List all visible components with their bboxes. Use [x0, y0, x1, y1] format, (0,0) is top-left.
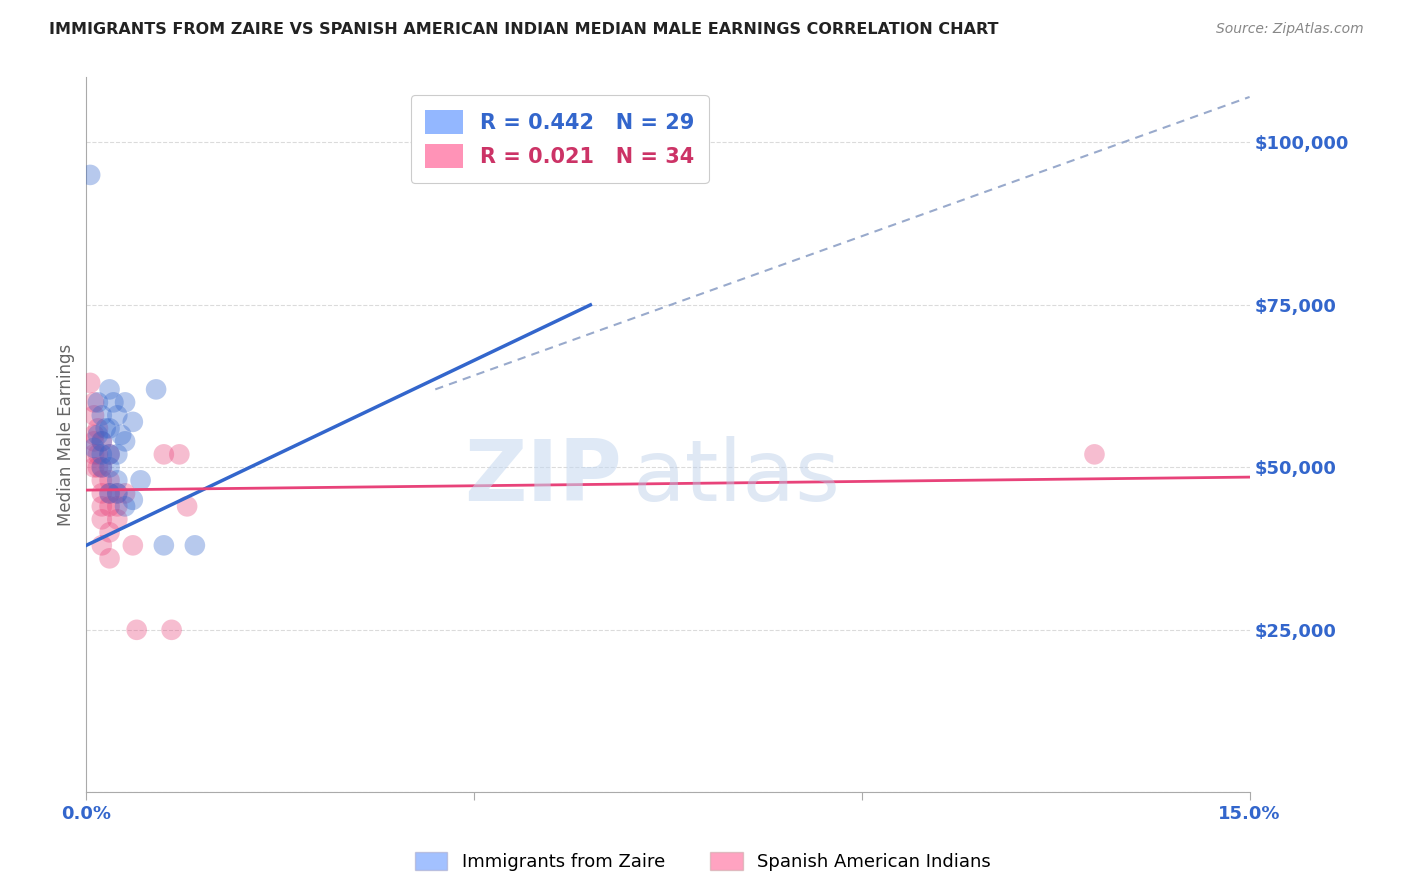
Text: Source: ZipAtlas.com: Source: ZipAtlas.com — [1216, 22, 1364, 37]
Point — [105, 409, 128, 423]
Point — [98, 421, 121, 435]
Point — [90, 409, 112, 423]
Point — [90, 447, 112, 461]
Point — [129, 474, 152, 488]
Point — [90, 486, 112, 500]
Point — [83, 447, 105, 461]
Point — [98, 486, 121, 500]
Legend: R = 0.442   N = 29, R = 0.021   N = 34: R = 0.442 N = 29, R = 0.021 N = 34 — [411, 95, 709, 183]
Point — [83, 441, 105, 455]
Point — [87, 460, 110, 475]
Point — [90, 434, 112, 449]
Point — [83, 460, 105, 475]
Point — [105, 500, 128, 514]
Point — [98, 447, 121, 461]
Point — [105, 474, 128, 488]
Point — [114, 395, 136, 409]
Point — [98, 525, 121, 540]
Text: ZIP: ZIP — [464, 436, 621, 519]
Point — [153, 447, 176, 461]
Text: atlas: atlas — [633, 436, 841, 519]
Point — [184, 538, 207, 552]
Point — [98, 500, 121, 514]
Legend: Immigrants from Zaire, Spanish American Indians: Immigrants from Zaire, Spanish American … — [408, 845, 998, 879]
Point — [98, 447, 121, 461]
Point — [87, 447, 110, 461]
Point — [87, 428, 110, 442]
Point — [90, 474, 112, 488]
Point — [90, 538, 112, 552]
Point — [83, 409, 105, 423]
Point — [121, 492, 143, 507]
Point — [90, 500, 112, 514]
Point — [114, 434, 136, 449]
Point — [105, 512, 128, 526]
Point — [98, 383, 121, 397]
Point — [83, 428, 105, 442]
Point — [87, 395, 110, 409]
Point — [79, 168, 101, 182]
Point — [114, 486, 136, 500]
Point — [83, 395, 105, 409]
Point — [105, 447, 128, 461]
Point — [121, 415, 143, 429]
Point — [90, 460, 112, 475]
Point — [98, 460, 121, 475]
Point — [153, 538, 176, 552]
Point — [125, 623, 148, 637]
Point — [98, 551, 121, 566]
Y-axis label: Median Male Earnings: Median Male Earnings — [58, 343, 75, 526]
Point — [1083, 447, 1105, 461]
Point — [98, 486, 121, 500]
Point — [121, 538, 143, 552]
Point — [110, 428, 132, 442]
Point — [103, 395, 125, 409]
Point — [90, 460, 112, 475]
Point — [94, 421, 117, 435]
Point — [105, 486, 128, 500]
Point — [105, 486, 128, 500]
Point — [145, 383, 167, 397]
Point — [83, 434, 105, 449]
Point — [87, 421, 110, 435]
Point — [90, 512, 112, 526]
Point — [79, 376, 101, 390]
Point — [114, 500, 136, 514]
Point — [98, 474, 121, 488]
Point — [169, 447, 191, 461]
Point — [90, 434, 112, 449]
Point — [160, 623, 183, 637]
Point — [176, 500, 198, 514]
Text: IMMIGRANTS FROM ZAIRE VS SPANISH AMERICAN INDIAN MEDIAN MALE EARNINGS CORRELATIO: IMMIGRANTS FROM ZAIRE VS SPANISH AMERICA… — [49, 22, 998, 37]
